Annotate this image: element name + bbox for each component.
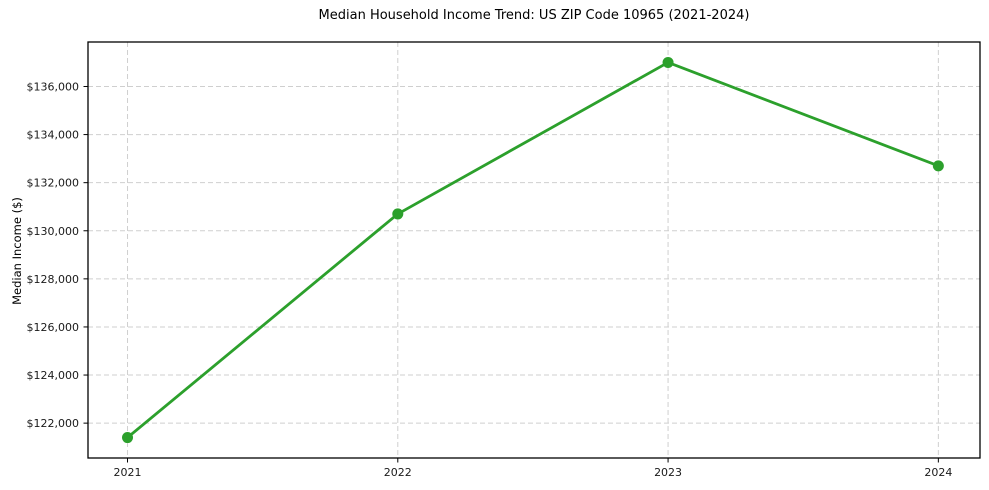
y-tick-label: $136,000 [27,80,80,93]
y-tick-label: $132,000 [27,177,80,190]
y-tick-label: $122,000 [27,417,80,430]
y-tick-label: $130,000 [27,225,80,238]
data-point-marker [662,56,674,68]
x-tick-label: 2022 [384,466,412,479]
y-tick-label: $128,000 [27,273,80,286]
trend-line [126,61,940,439]
data-point-marker [122,432,134,444]
y-tick-label: $126,000 [27,321,80,334]
data-point-marker [932,160,944,172]
chart-title: Median Household Income Trend: US ZIP Co… [318,8,750,23]
x-tick-label: 2021 [114,466,142,479]
y-tick-label: $124,000 [27,369,80,382]
data-point-marker [392,208,404,220]
y-tick-label: $134,000 [27,129,80,142]
x-tick-label: 2023 [654,466,682,479]
x-tick-label: 2024 [924,466,952,479]
plot-border [87,41,981,459]
